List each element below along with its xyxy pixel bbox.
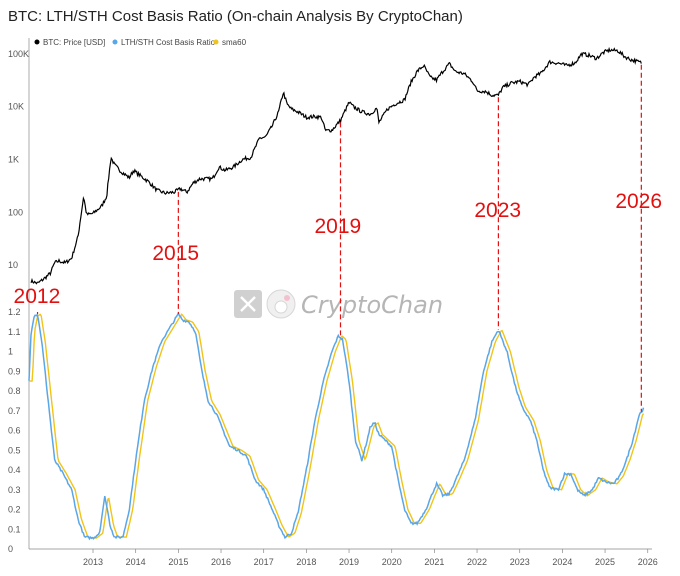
x-logo-mark (240, 296, 256, 312)
annotation-label-2026: 2026 (615, 190, 662, 213)
legend-label-sma: sma60 (222, 38, 247, 47)
ratio-y-tick-label-4: 0.4 (8, 465, 21, 475)
legend: BTC: Price [USD] LTH/STH Cost Basis Rati… (34, 38, 247, 47)
x-tick-label-7: 2020 (382, 557, 402, 567)
ratio-y-tick-label-12: 1.2 (8, 307, 21, 317)
x-tick-label-1: 2014 (126, 557, 146, 567)
x-ticks: 2013 2014 2015 2016 2017 2018 2019 2020 2021 2022… (83, 549, 658, 567)
price-y-tick-label-3: 10K (8, 102, 24, 112)
x-tick-label-5: 2018 (296, 557, 316, 567)
x-tick-label-6: 2019 (339, 557, 359, 567)
legend-label-ratio: LTH/STH Cost Basis Ratio (121, 38, 216, 47)
legend-marker-price (34, 39, 40, 45)
annotation-label-2012: 2012 (14, 285, 61, 308)
watermark-avatar-face (274, 300, 288, 314)
annotation-label-2019: 2019 (315, 215, 362, 238)
cycle-annotations: 2012 2015 2019 2023 2026 (14, 64, 662, 412)
sma60-line (29, 313, 645, 539)
ratio-y-tick-label-2: 0.2 (8, 505, 21, 515)
x-tick-label-11: 2024 (552, 557, 572, 567)
legend-marker-sma (213, 39, 219, 45)
watermark: CryptoChan (234, 289, 443, 319)
ratio-y-tick-label-6: 0.6 (8, 426, 21, 436)
price-series (30, 46, 642, 285)
price-y-tick-label-0: 10 (8, 260, 18, 270)
ratio-y-tick-label-8: 0.8 (8, 386, 21, 396)
watermark-avatar-cheek (284, 295, 290, 301)
x-tick-label-8: 2021 (424, 557, 444, 567)
watermark-text: CryptoChan (301, 291, 443, 319)
ratio-y-tick-label-0: 0 (8, 544, 13, 554)
ratio-y-tick-label-3: 0.3 (8, 485, 21, 495)
ratio-y-ticks: 0 0.1 0.2 0.3 0.4 0.5 0.6 0.7 0.8 0.9 1 1.1 1.2 (8, 307, 21, 554)
ratio-line (28, 311, 645, 541)
x-tick-label-12: 2025 (595, 557, 615, 567)
ratio-y-tick-label-11: 1.1 (8, 327, 21, 337)
price-y-tick-label-4: 100K (8, 49, 29, 59)
x-tick-label-4: 2017 (254, 557, 274, 567)
legend-label-price: BTC: Price [USD] (43, 38, 105, 47)
ratio-y-tick-label-9: 0.9 (8, 366, 21, 376)
ratio-series (28, 311, 645, 541)
price-line (30, 46, 642, 285)
ratio-y-tick-label-7: 0.7 (8, 406, 21, 416)
price-y-tick-label-2: 1K (8, 154, 19, 164)
x-tick-label-0: 2013 (83, 557, 103, 567)
ratio-y-tick-label-1: 0.1 (8, 524, 21, 534)
ratio-y-tick-label-10: 1 (8, 347, 13, 357)
price-y-tick-label-1: 100 (8, 207, 23, 217)
chart-title: BTC: LTH/STH Cost Basis Ratio (On-chain … (8, 8, 463, 25)
x-tick-label-2: 2015 (168, 557, 188, 567)
annotation-label-2015: 2015 (152, 242, 199, 265)
annotation-label-2023: 2023 (474, 199, 521, 222)
x-tick-label-3: 2016 (211, 557, 231, 567)
x-tick-label-10: 2023 (510, 557, 530, 567)
price-y-ticks: 10 100 1K 10K 100K (8, 49, 29, 270)
x-tick-label-9: 2022 (467, 557, 487, 567)
x-tick-label-13: 2026 (638, 557, 658, 567)
legend-marker-ratio (112, 39, 118, 45)
ratio-y-tick-label-5: 0.5 (8, 445, 21, 455)
